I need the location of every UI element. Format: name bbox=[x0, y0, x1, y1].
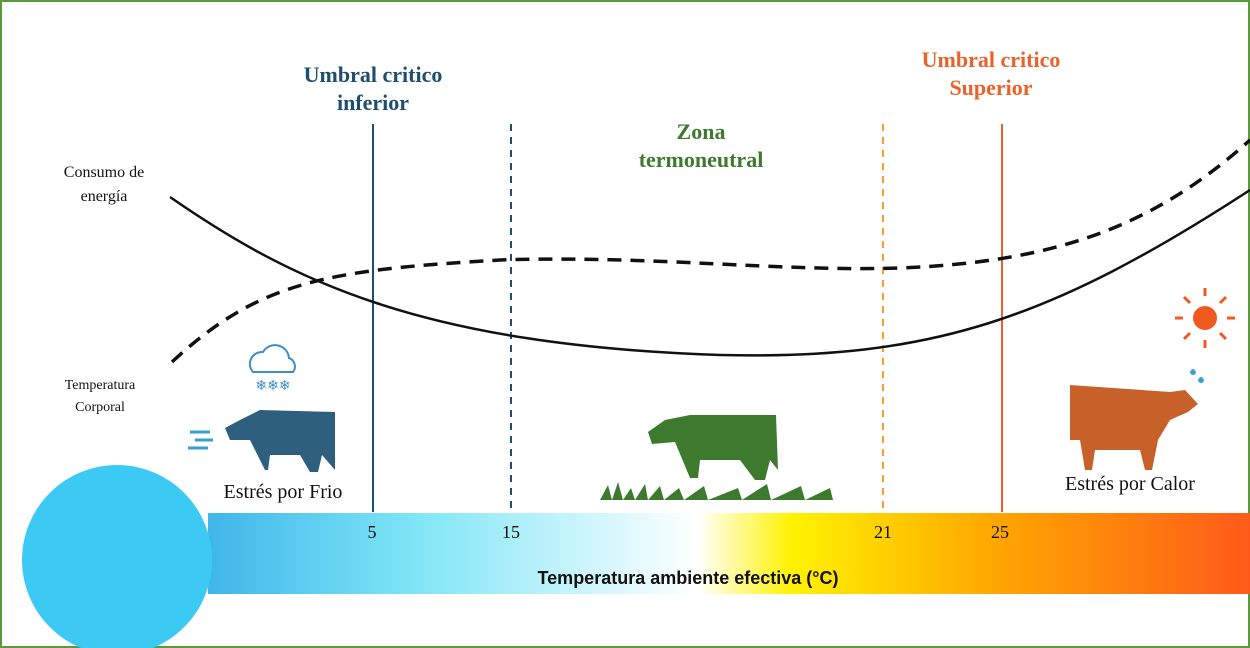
sweat-icon bbox=[1190, 369, 1204, 383]
hot-cow bbox=[1070, 385, 1198, 470]
threshold-label: Umbral critico bbox=[304, 62, 443, 87]
body-temp-curve bbox=[170, 138, 1250, 364]
axis-title: Temperatura ambiente efectiva (°C) bbox=[538, 568, 839, 588]
neutral-cow bbox=[648, 415, 778, 480]
snow-icon: ❄❄❄ bbox=[255, 377, 290, 393]
threshold-label: inferior bbox=[337, 90, 409, 115]
curve-label: energía bbox=[81, 188, 128, 205]
sun-rays bbox=[1175, 288, 1235, 348]
grass bbox=[600, 482, 833, 500]
tick-label: 21 bbox=[874, 522, 892, 542]
energy-curve bbox=[169, 188, 1250, 357]
sun-icon bbox=[1193, 306, 1217, 330]
zone-label: termoneutral bbox=[639, 147, 764, 172]
cold-cow bbox=[225, 410, 335, 472]
temperature-bar bbox=[208, 513, 1250, 594]
zone-label: Zona bbox=[677, 119, 726, 144]
threshold-label: Superior bbox=[949, 75, 1032, 100]
stress-label: Estrés por Calor bbox=[1065, 473, 1195, 495]
tick-label: 25 bbox=[991, 522, 1009, 542]
cloud-icon bbox=[248, 344, 296, 373]
tick-label: 15 bbox=[502, 522, 520, 542]
curve-label: Consumo de bbox=[64, 164, 144, 181]
wind-icon bbox=[188, 430, 213, 450]
threshold-label: Umbral critico bbox=[922, 47, 1061, 72]
curve-label: Corporal bbox=[75, 400, 125, 415]
stress-label: Estrés por Frio bbox=[224, 481, 343, 503]
circle bbox=[22, 465, 212, 648]
tick-label: 5 bbox=[368, 522, 377, 542]
curve-label: Temperatura bbox=[65, 378, 136, 393]
